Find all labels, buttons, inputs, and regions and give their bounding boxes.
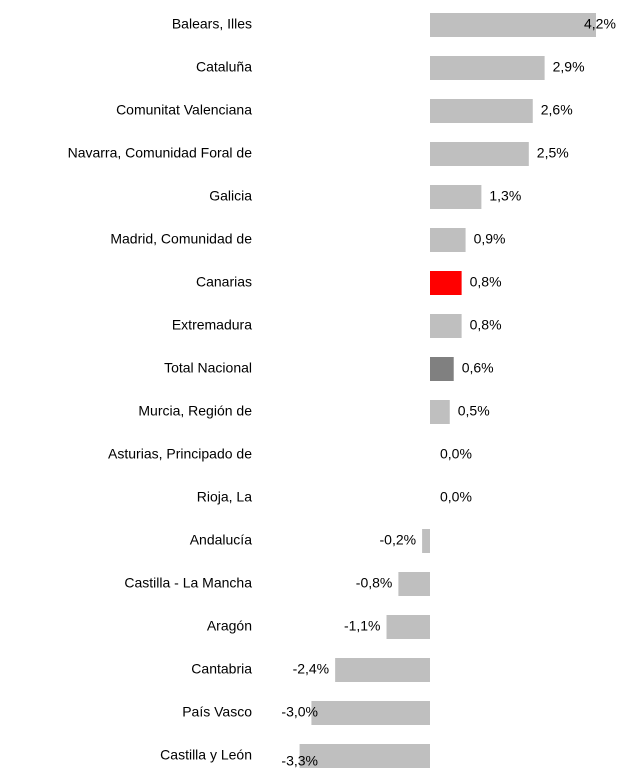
bar <box>430 142 529 166</box>
value-label: -3,3% <box>281 753 318 769</box>
category-label: Galicia <box>209 188 252 204</box>
category-label: Extremadura <box>172 317 252 333</box>
value-label: 0,8% <box>470 274 502 290</box>
bar <box>311 701 430 725</box>
category-label: Cantabria <box>191 661 252 677</box>
bar <box>386 615 430 639</box>
bar <box>430 99 533 123</box>
category-label: Rioja, La <box>197 489 252 505</box>
category-label: País Vasco <box>182 704 252 720</box>
bar <box>335 658 430 682</box>
category-label: Andalucía <box>190 532 252 548</box>
value-label: 2,9% <box>553 59 585 75</box>
value-label: 0,6% <box>462 360 494 376</box>
value-label: -1,1% <box>344 618 381 634</box>
value-label: -2,4% <box>293 661 330 677</box>
category-label: Madrid, Comunidad de <box>110 231 252 247</box>
category-label: Murcia, Región de <box>138 403 252 419</box>
bar <box>299 744 430 768</box>
category-label: Asturias, Principado de <box>108 446 252 462</box>
category-label: Canarias <box>196 274 252 290</box>
bar <box>430 314 462 338</box>
value-label: 0,0% <box>440 446 472 462</box>
value-label: 2,5% <box>537 145 569 161</box>
value-label: 1,3% <box>489 188 521 204</box>
bar <box>422 529 430 553</box>
value-label: 0,5% <box>458 403 490 419</box>
bar <box>398 572 430 596</box>
value-label: -0,8% <box>356 575 393 591</box>
category-label: Balears, Illes <box>172 16 252 32</box>
bar <box>430 56 545 80</box>
value-label: 4,2% <box>584 16 616 32</box>
value-label: 2,6% <box>541 102 573 118</box>
category-label: Castilla y León <box>160 747 252 763</box>
bar <box>430 185 482 209</box>
category-label: Navarra, Comunidad Foral de <box>68 145 253 161</box>
value-label: 0,0% <box>440 489 472 505</box>
bar <box>430 228 466 252</box>
value-label: -0,2% <box>380 532 417 548</box>
value-label: -3,0% <box>281 704 318 720</box>
bar <box>430 271 462 295</box>
category-label: Total Nacional <box>164 360 252 376</box>
category-label: Aragón <box>207 618 252 634</box>
category-label: Castilla - La Mancha <box>124 575 252 591</box>
category-label: Cataluña <box>196 59 252 75</box>
bar <box>430 13 596 37</box>
bar <box>430 357 454 381</box>
category-label: Comunitat Valenciana <box>116 102 252 118</box>
bar <box>430 400 450 424</box>
value-label: 0,9% <box>474 231 506 247</box>
value-label: 0,8% <box>470 317 502 333</box>
